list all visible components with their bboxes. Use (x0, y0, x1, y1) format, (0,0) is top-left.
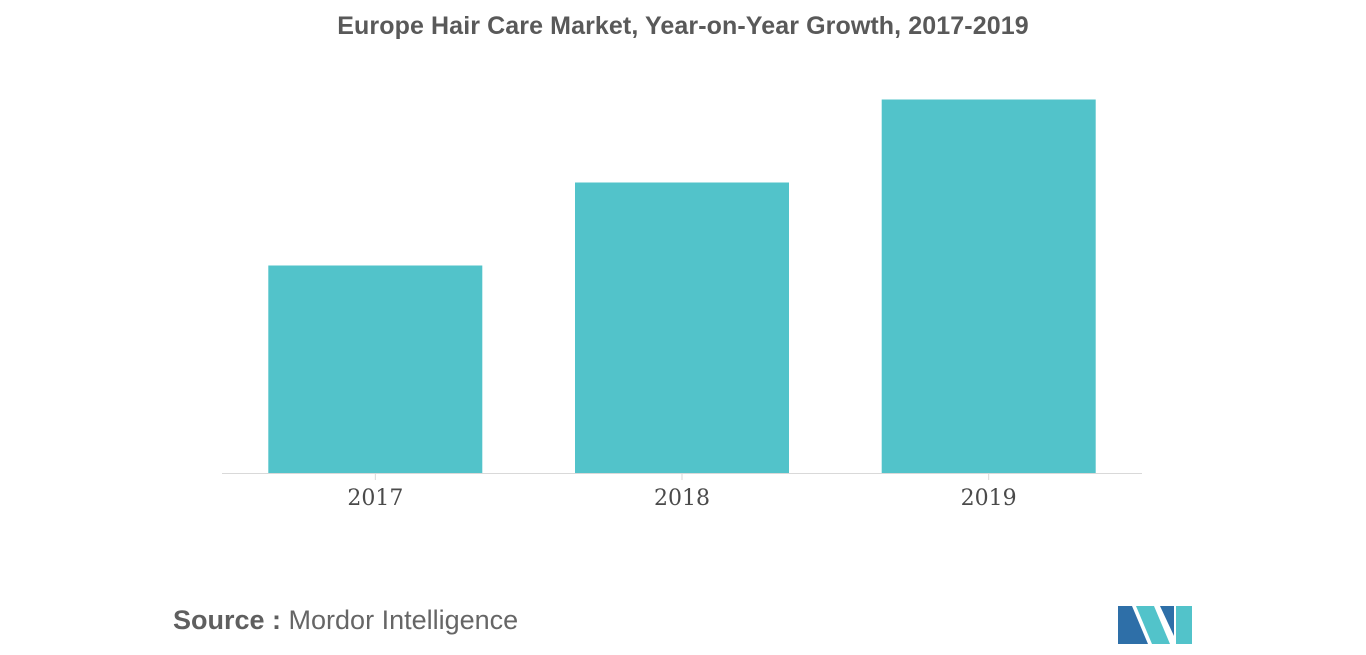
source-label: Source : (173, 605, 282, 635)
x-tick-label-2017: 2017 (347, 486, 403, 511)
x-tick-label-2018: 2018 (654, 486, 710, 511)
bar-2019 (881, 99, 1096, 473)
x-ticks-group (374, 473, 990, 480)
bar-2018 (575, 182, 789, 473)
logo-shape-right-a (1160, 606, 1174, 636)
bars-group (268, 99, 1096, 473)
logo-shape-left (1118, 606, 1148, 644)
source-text: Mordor Intelligence (288, 605, 519, 635)
x-tick-label-2019: 2019 (961, 486, 1017, 511)
x-labels-group: 2017 2018 2019 (347, 486, 1016, 511)
bar-2017 (268, 265, 483, 473)
mordor-intelligence-logo-icon (1118, 606, 1192, 644)
chart-title: Europe Hair Care Market, Year-on-Year Gr… (337, 12, 1029, 40)
source-note: Source : Mordor Intelligence (173, 605, 518, 636)
logo-shape-mid (1136, 606, 1170, 644)
logo-shape-right-b (1176, 606, 1192, 644)
